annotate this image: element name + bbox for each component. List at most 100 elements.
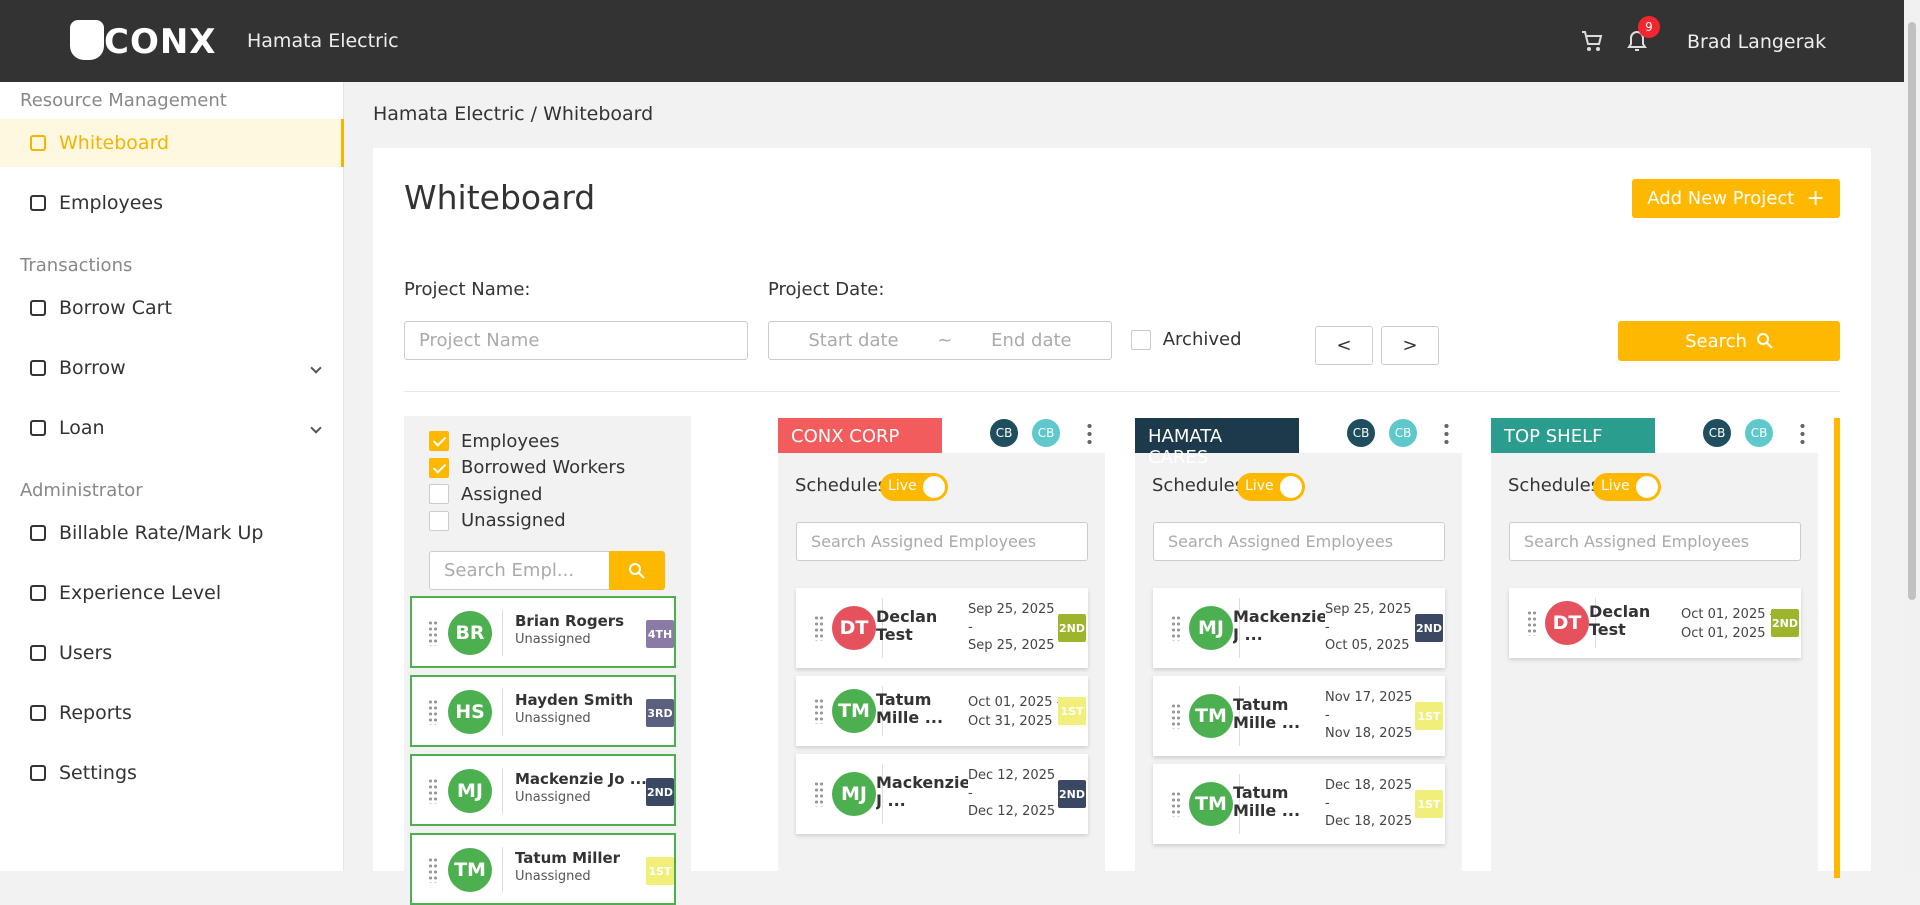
- nav-item[interactable]: Experience Level: [0, 569, 344, 617]
- nav-item[interactable]: Users: [0, 629, 344, 677]
- column-body: [1491, 453, 1818, 883]
- assignment-card[interactable]: TM Tatum Mille ... Dec 18, 2025- Dec 18, 20…: [1153, 764, 1445, 844]
- date-range: Sep 25, 2025 - Oct 05, 2025: [1325, 601, 1412, 655]
- scrollbar-thumb: [1908, 22, 1916, 600]
- separator: [502, 610, 503, 656]
- search-button[interactable]: Search: [1618, 321, 1840, 361]
- nav-icon: [30, 585, 46, 601]
- prev-button[interactable]: <: [1315, 326, 1373, 365]
- project-name-input[interactable]: Project Name: [404, 321, 748, 360]
- nav-item[interactable]: Borrow: [0, 344, 344, 392]
- assignment-card[interactable]: DT Declan Test Sep 25, 2025 - Sep 25, 2025 2N…: [796, 588, 1088, 668]
- nav-item[interactable]: Borrow Cart: [0, 284, 344, 332]
- avatar: TM: [1189, 782, 1233, 826]
- separator: [882, 686, 883, 736]
- filter-checkbox[interactable]: Assigned: [429, 483, 542, 505]
- schedules-label: Schedules: [795, 475, 888, 496]
- next-button[interactable]: >: [1381, 326, 1439, 365]
- live-label: Live: [888, 478, 917, 494]
- employee-search[interactable]: Search Empl...: [429, 551, 610, 590]
- separator: [1239, 686, 1240, 746]
- schedules-label: Schedules: [1508, 475, 1601, 496]
- date-line: Nov 18, 2025: [1325, 726, 1413, 741]
- nav-item[interactable]: Employees: [0, 179, 344, 227]
- separator: [882, 764, 883, 824]
- assignment-card[interactable]: MJ Mackenzie J ... Dec 12, 2025- Dec 12, 20…: [796, 754, 1088, 834]
- employee-card[interactable]: TM Tatum Miller Unassigned 1ST: [410, 833, 676, 905]
- date-line: Oct 01, 2025 -: [968, 695, 1062, 710]
- date-line: Oct 01, 2025: [1681, 626, 1766, 641]
- live-toggle[interactable]: Live: [1593, 473, 1661, 501]
- cart-icon[interactable]: [1580, 29, 1604, 53]
- assigned-search[interactable]: Search Assigned Employees: [1153, 522, 1445, 561]
- shift-badge: 2ND: [1771, 609, 1799, 637]
- assigned-search[interactable]: Search Assigned Employees: [1509, 522, 1801, 561]
- separator: [1239, 774, 1240, 834]
- archived-checkbox[interactable]: Archived: [1131, 329, 1242, 350]
- kebab-menu[interactable]: [1444, 422, 1449, 446]
- employee-status: Unassigned: [515, 632, 591, 647]
- avatar: TM: [832, 689, 876, 733]
- add-project-button[interactable]: Add New Project +: [1632, 179, 1840, 218]
- date-range: Sep 25, 2025 - Sep 25, 2025: [968, 601, 1055, 655]
- employee-card[interactable]: HS Hayden Smith Unassigned 3RD: [410, 675, 676, 747]
- drag-handle: [1171, 791, 1181, 817]
- kebab-menu[interactable]: [1087, 422, 1092, 446]
- nav-item[interactable]: Whiteboard: [0, 119, 344, 167]
- nav-icon: [30, 360, 46, 376]
- filter-checkbox[interactable]: Employees: [429, 430, 560, 452]
- employee-search-button[interactable]: [609, 551, 665, 590]
- avatar: BR: [448, 611, 492, 655]
- filter-checkbox[interactable]: Borrowed Workers: [429, 457, 626, 478]
- live-label: Live: [1245, 478, 1274, 494]
- nav-item[interactable]: Reports: [0, 689, 344, 737]
- manager-avatar: CB: [1345, 417, 1377, 449]
- employee-status: Unassigned: [515, 711, 591, 726]
- drag-handle: [428, 699, 438, 725]
- checkbox: [1131, 330, 1151, 350]
- drag-handle: [428, 778, 438, 804]
- project-tag[interactable]: CONX CORP: [778, 418, 942, 453]
- nav-item[interactable]: Billable Rate/Mark Up: [0, 509, 344, 557]
- checkbox-label: Employees: [461, 430, 560, 452]
- checkbox: [429, 484, 449, 504]
- shift-badge: 1ST: [1415, 790, 1443, 818]
- live-toggle[interactable]: Live: [1237, 473, 1305, 501]
- user-name[interactable]: Brad Langerak: [1687, 31, 1827, 53]
- date-line: Oct 01, 2025 -: [1681, 607, 1775, 622]
- project-tag[interactable]: TOP SHELF: [1491, 418, 1655, 453]
- nav-item[interactable]: Loan: [0, 404, 344, 452]
- assignment-card[interactable]: DT Declan Test Oct 01, 2025 - Oct 01, 2025 2…: [1509, 588, 1801, 658]
- date-line: -: [968, 786, 973, 801]
- kebab-menu[interactable]: [1800, 422, 1805, 446]
- assigned-search[interactable]: Search Assigned Employees: [796, 522, 1088, 561]
- employee-name: Tatum Miller: [515, 849, 621, 867]
- shift-badge: 2ND: [1058, 780, 1086, 808]
- assignment-card[interactable]: TM Tatum Mille ... Oct 01, 2025 - Oct 31, 2…: [796, 676, 1088, 746]
- filter-checkbox[interactable]: Unassigned: [429, 510, 566, 531]
- checkbox-label: Borrowed Workers: [461, 457, 626, 478]
- section-title: Administrator: [20, 480, 143, 501]
- end-date: End date: [991, 330, 1072, 351]
- date-range-input[interactable]: Start date ~ End date: [768, 321, 1112, 360]
- nav-icon: [30, 525, 46, 541]
- project-tag[interactable]: HAMATA CARES: [1135, 418, 1299, 468]
- bell-icon[interactable]: [1625, 28, 1649, 54]
- project-column: CONX CORP CB CB Schedules Live Search Assigne…: [778, 417, 1105, 883]
- sidebar: Resource Management Whiteboard Employees Tr…: [0, 82, 344, 871]
- checkbox: [429, 431, 449, 451]
- date-line: -: [968, 620, 973, 635]
- nav-item[interactable]: Settings: [0, 749, 344, 797]
- drag-handle: [428, 857, 438, 883]
- employee-card[interactable]: MJ Mackenzie Jo ... Unassigned 2ND: [410, 754, 676, 826]
- assignment-card[interactable]: TM Tatum Mille ... Nov 17, 2025 - Nov 18, 20…: [1153, 676, 1445, 756]
- date-line: -: [1325, 708, 1330, 723]
- shift-badge: 2ND: [1415, 614, 1443, 642]
- toggle-knob: [1280, 476, 1302, 498]
- live-toggle[interactable]: Live: [880, 473, 948, 501]
- date-range: Dec 12, 2025 - Dec 12, 2025: [968, 767, 1055, 821]
- employee-card[interactable]: BR Brian Rogers Unassigned 4TH: [410, 596, 676, 668]
- shift-badge: 1ST: [646, 857, 674, 885]
- nav-label: Experience Level: [59, 582, 222, 604]
- assignment-card[interactable]: MJ Mackenzie J ... Sep 25, 2025 - Oct 05, 20…: [1153, 588, 1445, 668]
